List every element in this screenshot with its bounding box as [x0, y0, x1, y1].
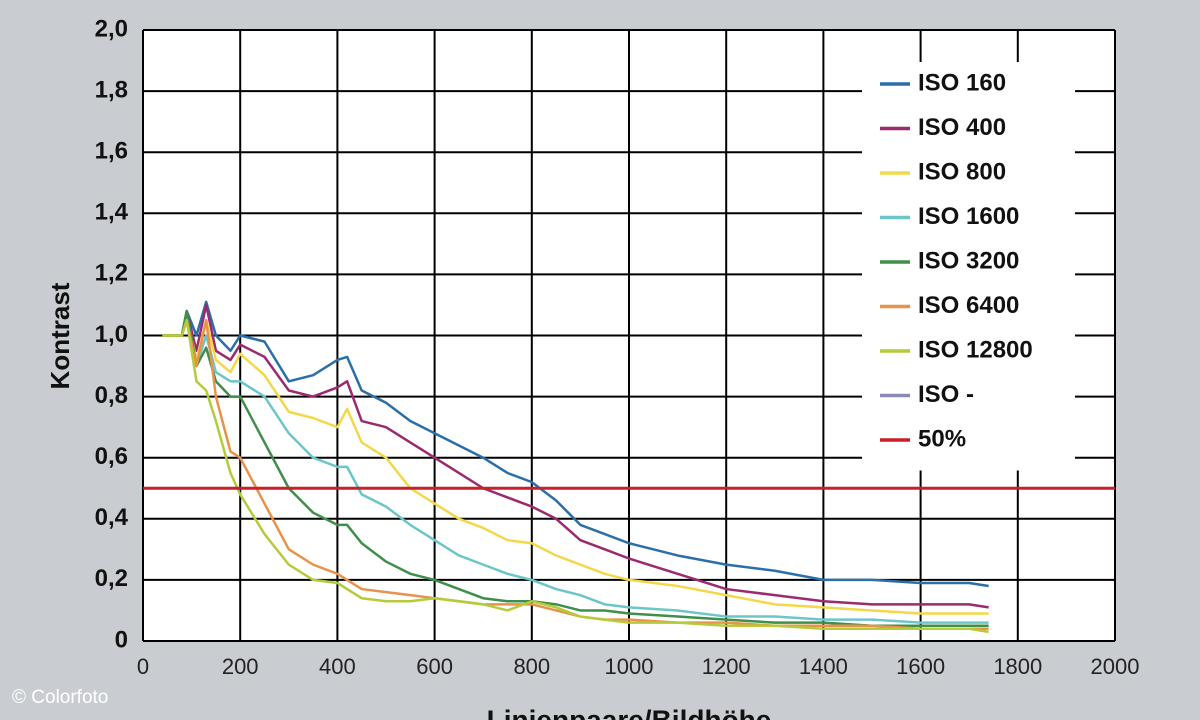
- y-tick-label: 1,4: [95, 199, 129, 226]
- x-tick-label: 1800: [993, 654, 1042, 679]
- y-tick-label: 1,8: [95, 76, 128, 103]
- x-axis-label: Linienpaare/Bildhöhe: [487, 704, 772, 720]
- x-tick-label: 1600: [896, 654, 945, 679]
- series-line: [162, 300, 989, 588]
- x-tick-label: 1400: [799, 654, 848, 679]
- series-line: [162, 303, 989, 609]
- legend-label: ISO 1600: [918, 203, 1019, 230]
- y-tick-label: 0,8: [95, 382, 128, 409]
- x-tick-label: 1000: [605, 654, 654, 679]
- x-tick-label: 600: [416, 654, 453, 679]
- legend-label: ISO 400: [918, 114, 1006, 141]
- legend-label: ISO 800: [918, 158, 1006, 185]
- series-line: [162, 309, 989, 627]
- y-tick-label: 2,0: [95, 15, 128, 42]
- series-line: [162, 318, 989, 624]
- legend: ISO 160 ISO 400 ISO 800 ISO 1600 ISO 3200 ISO…: [862, 62, 1075, 471]
- y-tick-label: 1,0: [95, 321, 128, 348]
- series-line: [162, 315, 989, 615]
- y-tick-label: 1,2: [95, 260, 128, 287]
- lines: [143, 300, 1115, 634]
- x-tick-label: 800: [513, 654, 550, 679]
- y-tick-label: 0,4: [95, 504, 129, 531]
- y-tick-label: 0: [115, 626, 128, 653]
- legend-label: ISO 160: [918, 69, 1006, 96]
- legend-label: ISO 12800: [918, 336, 1033, 363]
- x-tick-label: 200: [222, 654, 259, 679]
- y-tick-label: 0,6: [95, 443, 128, 470]
- x-tick-label: 0: [137, 654, 149, 679]
- source: © Colorfoto: [12, 687, 108, 708]
- x-tick-label: 400: [319, 654, 356, 679]
- x-tick-label: 1200: [702, 654, 751, 679]
- legend-label: ISO 6400: [918, 292, 1019, 319]
- legend-label: ISO -: [918, 381, 974, 408]
- y-axis-label: Kontrast: [45, 282, 75, 389]
- legend-label: ISO 3200: [918, 247, 1019, 274]
- series-line: [162, 318, 989, 634]
- y-tick-label: 0,2: [95, 565, 128, 592]
- legend-label: 50%: [918, 425, 966, 452]
- x-tick-label: 2000: [1091, 654, 1140, 679]
- y-tick-label: 1,6: [95, 138, 128, 165]
